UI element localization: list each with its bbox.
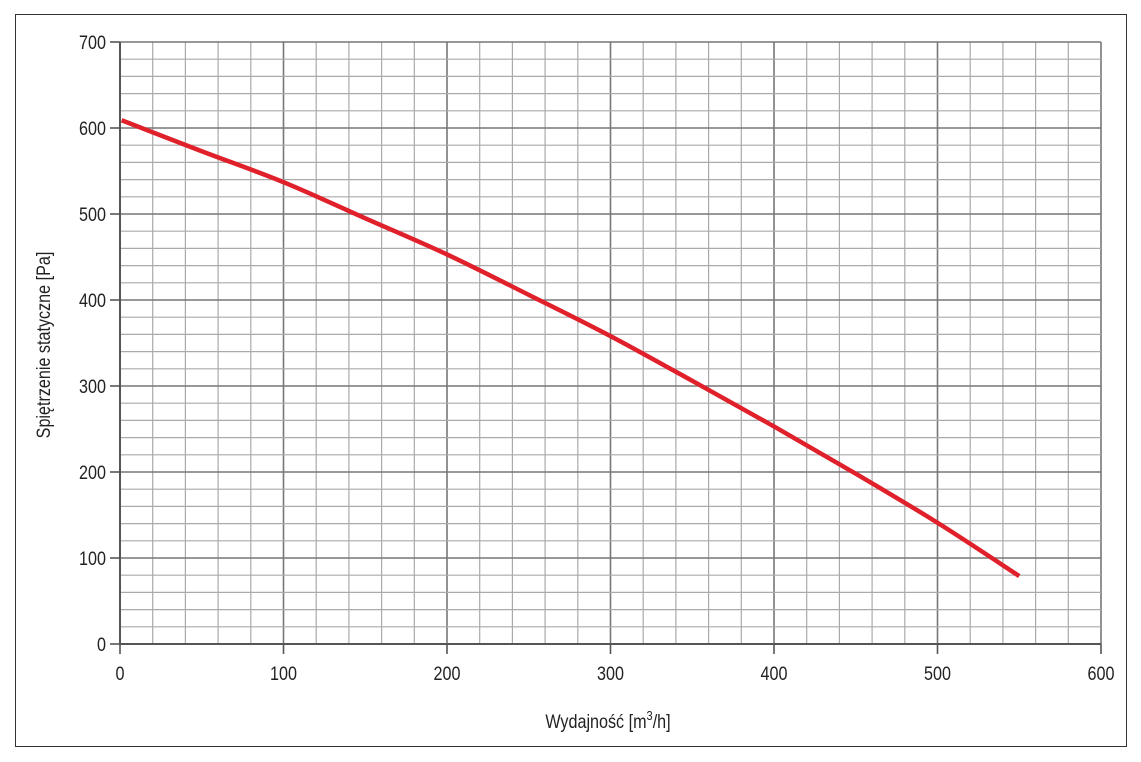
y-tick-label: 200 — [79, 462, 106, 484]
x-tick-label: 100 — [270, 663, 297, 685]
x-tick-label: 400 — [761, 663, 788, 685]
y-tick-label: 400 — [79, 290, 106, 312]
y-axis-label: Spiętrzenie statyczne [Pa] — [33, 252, 55, 439]
grid — [119, 41, 1102, 645]
y-tick-label: 500 — [79, 204, 106, 226]
x-tick-label: 0 — [116, 663, 125, 685]
x-tick-label: 200 — [434, 663, 461, 685]
series — [120, 118, 1021, 578]
y-tick-label: 600 — [79, 118, 106, 140]
y-tick-label: 700 — [79, 32, 106, 54]
x-tick-label: 600 — [1088, 663, 1115, 685]
x-axis-label: Wydajność [m3/h] — [545, 708, 670, 732]
series-line — [120, 118, 1021, 578]
x-tick-label: 300 — [597, 663, 624, 685]
axes — [110, 41, 1102, 654]
y-tick-label: 300 — [79, 376, 106, 398]
y-tick-label: 100 — [79, 548, 106, 570]
tick-labels: 0 100 200 300 400 500 600 0 100 200 300 400 500 600 70… — [79, 32, 1115, 685]
x-tick-label: 500 — [924, 663, 951, 685]
chart-frame — [15, 14, 1127, 747]
y-tick-label: 0 — [97, 634, 106, 656]
